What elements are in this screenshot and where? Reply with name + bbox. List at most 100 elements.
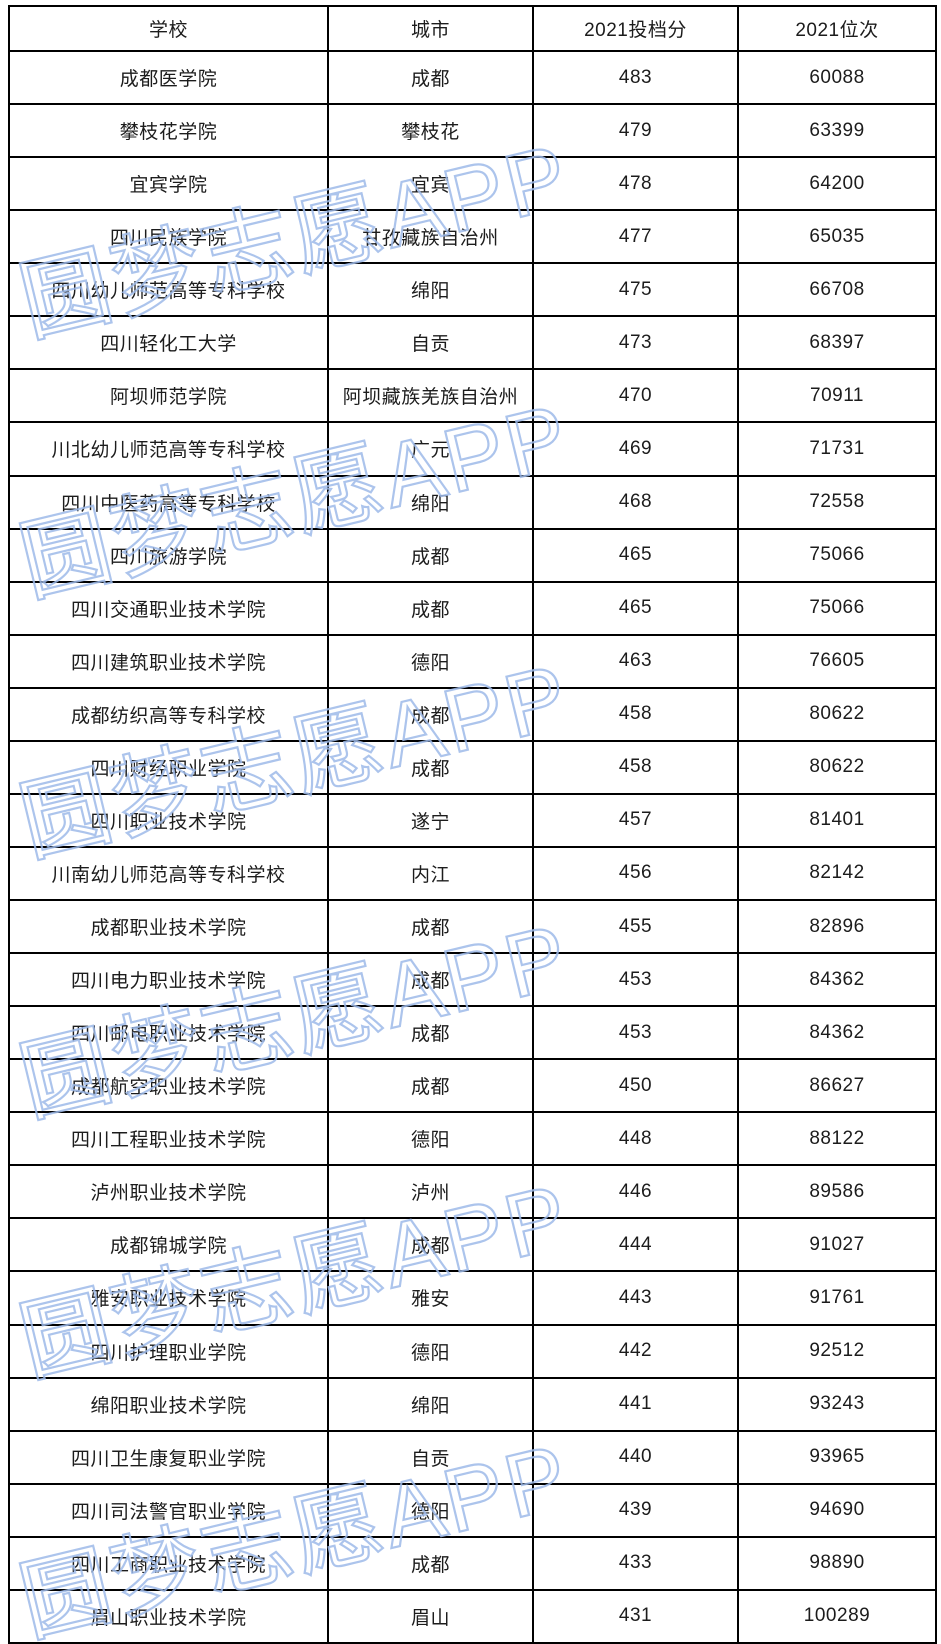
cell-score-2021: 448 [532,1111,739,1167]
table-body: 成都医学院 成都 483 60088 攀枝花学院 攀枝花 479 63399 宜宾学院 宜宾 478… [8,49,937,1644]
cell-rank-2021: 93965 [737,1429,937,1485]
cell-rank-2021: 65035 [737,209,937,265]
cell-city: 德阳 [327,633,534,689]
cell-score-2021: 478 [532,156,739,212]
cell-rank-2021: 86627 [737,1058,937,1114]
cell-rank-2021: 84362 [737,952,937,1008]
table-row: 四川工程职业技术学院 德阳 448 88122 [8,1111,937,1167]
cell-city: 成都 [327,1058,534,1114]
cell-rank-2021: 71731 [737,421,937,477]
cell-rank-2021: 75066 [737,527,937,583]
cell-city: 德阳 [327,1323,534,1379]
table-row: 四川轻化工大学 自贡 473 68397 [8,315,937,371]
cell-rank-2021: 81401 [737,792,937,848]
cell-score-2021: 456 [532,845,739,902]
cell-score-2021: 441 [532,1376,739,1432]
cell-school: 阿坝师范学院 [8,368,329,424]
cell-school: 四川旅游学院 [8,527,329,583]
cell-city: 攀枝花 [327,103,534,159]
cell-school: 成都职业技术学院 [8,898,329,955]
cell-school: 四川财经职业学院 [8,739,329,795]
cell-rank-2021: 70911 [737,368,937,424]
cell-city: 德阳 [327,1482,534,1538]
table-row: 四川中医药高等专科学校 绵阳 468 72558 [8,474,937,530]
cell-school: 四川中医药高等专科学校 [8,474,329,530]
cell-school: 四川卫生康复职业学院 [8,1429,329,1485]
table-row: 四川职业技术学院 遂宁 457 81401 [8,792,937,848]
cell-rank-2021: 93243 [737,1376,937,1432]
table-row: 泸州职业技术学院 泸州 446 89586 [8,1164,937,1220]
cell-rank-2021: 92512 [737,1323,937,1379]
cell-school: 攀枝花学院 [8,103,329,159]
table-row: 四川司法警官职业学院 德阳 439 94690 [8,1482,937,1538]
cell-city: 成都 [327,739,534,795]
cell-score-2021: 477 [532,209,739,265]
cell-school: 四川工程职业技术学院 [8,1111,329,1167]
cell-rank-2021: 84362 [737,1005,937,1061]
cell-score-2021: 450 [532,1058,739,1114]
cell-city: 成都 [327,686,534,742]
table-row: 成都医学院 成都 483 60088 [8,49,937,106]
cell-school: 成都医学院 [8,49,329,106]
cell-score-2021: 470 [532,368,739,424]
cell-school: 四川交通职业技术学院 [8,580,329,636]
table-row: 雅安职业技术学院 雅安 443 91761 [8,1270,937,1326]
table-row: 四川电力职业技术学院 成都 453 84362 [8,952,937,1008]
cell-school: 四川幼儿师范高等专科学校 [8,262,329,318]
cell-rank-2021: 91761 [737,1270,937,1326]
cell-score-2021: 465 [532,527,739,583]
table-row: 四川旅游学院 成都 465 75066 [8,527,937,583]
cell-school: 川南幼儿师范高等专科学校 [8,845,329,902]
cell-school: 四川护理职业学院 [8,1323,329,1379]
column-header-score-2021: 2021投档分 [532,5,739,52]
cell-rank-2021: 64200 [737,156,937,212]
cell-score-2021: 463 [532,633,739,689]
table-row: 攀枝花学院 攀枝花 479 63399 [8,103,937,159]
cell-city: 阿坝藏族羌族自治州 [327,368,534,424]
table-row: 阿坝师范学院 阿坝藏族羌族自治州 470 70911 [8,368,937,424]
cell-score-2021: 433 [532,1535,739,1591]
cell-city: 绵阳 [327,474,534,530]
cell-rank-2021: 100289 [737,1588,937,1644]
cell-city: 成都 [327,1535,534,1591]
cell-score-2021: 458 [532,739,739,795]
cell-rank-2021: 72558 [737,474,937,530]
cell-rank-2021: 82142 [737,845,937,902]
cell-city: 成都 [327,1005,534,1061]
column-header-school: 学校 [8,5,329,52]
cell-city: 成都 [327,527,534,583]
table-row: 四川卫生康复职业学院 自贡 440 93965 [8,1429,937,1485]
table-row: 川北幼儿师范高等专科学校 广元 469 71731 [8,421,937,477]
cell-score-2021: 465 [532,580,739,636]
cell-school: 四川工商职业技术学院 [8,1535,329,1591]
cell-rank-2021: 94690 [737,1482,937,1538]
cell-rank-2021: 66708 [737,262,937,318]
cell-rank-2021: 76605 [737,633,937,689]
cell-rank-2021: 80622 [737,739,937,795]
cell-school: 四川建筑职业技术学院 [8,633,329,689]
table-row: 四川交通职业技术学院 成都 465 75066 [8,580,937,636]
cell-city: 德阳 [327,1111,534,1167]
cell-school: 成都航空职业技术学院 [8,1058,329,1114]
column-header-rank-2021: 2021位次 [737,5,937,52]
table-row: 宜宾学院 宜宾 478 64200 [8,156,937,212]
cell-city: 自贡 [327,1429,534,1485]
cell-city: 成都 [327,580,534,636]
table-row: 成都锦城学院 成都 444 91027 [8,1217,937,1273]
cell-city: 宜宾 [327,156,534,212]
cell-rank-2021: 75066 [737,580,937,636]
table-row: 四川民族学院 甘孜藏族自治州 477 65035 [8,209,937,265]
cell-city: 成都 [327,49,534,106]
cell-rank-2021: 80622 [737,686,937,742]
cell-city: 广元 [327,421,534,477]
cell-score-2021: 453 [532,952,739,1008]
cell-rank-2021: 91027 [737,1217,937,1273]
table-row: 四川护理职业学院 德阳 442 92512 [8,1323,937,1379]
cell-score-2021: 440 [532,1429,739,1485]
table-row: 成都纺织高等专科学校 成都 458 80622 [8,686,937,742]
cell-score-2021: 458 [532,686,739,742]
cell-school: 川北幼儿师范高等专科学校 [8,421,329,477]
cell-score-2021: 473 [532,315,739,371]
cell-rank-2021: 89586 [737,1164,937,1220]
table-row: 四川工商职业技术学院 成都 433 98890 [8,1535,937,1591]
